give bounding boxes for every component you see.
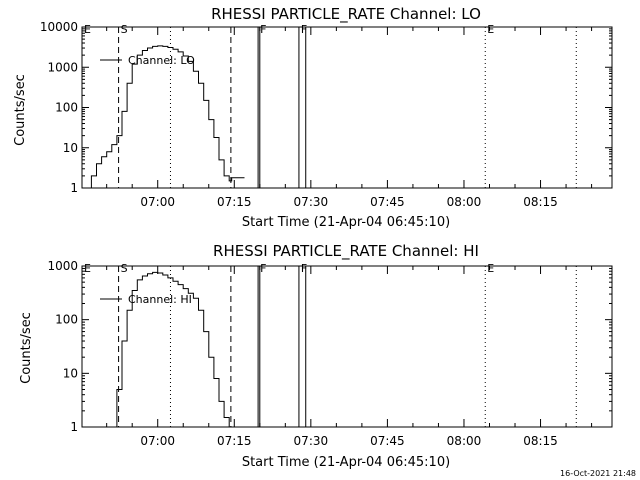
- y-tick-label: 100: [55, 313, 78, 327]
- y-tick-label: 10: [63, 366, 78, 380]
- x-tick-label: 07:30: [294, 195, 329, 209]
- event-marker-label: S: [121, 262, 128, 275]
- x-axis-label: Start Time (21-Apr-04 06:45:10): [242, 455, 450, 470]
- y-axis-label: Counts/sec: [19, 312, 34, 384]
- x-tick-label: 07:15: [217, 195, 252, 209]
- x-tick-label: 07:45: [370, 434, 405, 448]
- x-tick-label: 08:15: [523, 434, 558, 448]
- event-marker-label: E: [487, 23, 494, 36]
- legend-label: Channel: HI: [128, 293, 192, 306]
- chart-title: RHESSI PARTICLE_RATE Channel: LO: [211, 5, 481, 24]
- axes-frame: [81, 26, 613, 189]
- x-tick-label: 07:30: [294, 434, 329, 448]
- series-line: [111, 271, 230, 428]
- hi-channel-panel: RHESSI PARTICLE_RATE Channel: HI Start T…: [19, 242, 613, 470]
- x-axis-label: Start Time (21-Apr-04 06:45:10): [242, 215, 450, 230]
- y-tick-label: 1: [70, 420, 78, 434]
- event-marker-label: F: [301, 262, 307, 275]
- y-axis-label: Counts/sec: [13, 74, 28, 146]
- plot-area: E S F F E 1 10 100 1000 07:00 07:15 07:30 07:45 08:00…: [47, 259, 613, 448]
- x-tick-label: 08:00: [447, 434, 482, 448]
- event-marker-label: F: [260, 262, 266, 275]
- event-marker-label: E: [84, 23, 91, 36]
- y-tick-label: 1000: [47, 259, 78, 273]
- plot-area: E S F F E 1 10 100 1000 10000 07:00 07:15 07:30 07:45…: [40, 20, 613, 209]
- series-line: [88, 45, 245, 189]
- y-tick-label: 1: [70, 181, 78, 195]
- y-tick-label: 10000: [40, 20, 78, 34]
- x-tick-label: 07:15: [217, 434, 252, 448]
- event-marker-label: F: [260, 23, 266, 36]
- chart-title: RHESSI PARTICLE_RATE Channel: HI: [213, 242, 479, 261]
- y-tick-label: 10: [63, 141, 78, 155]
- x-tick-label: 08:15: [523, 195, 558, 209]
- x-tick-label: 07:45: [370, 195, 405, 209]
- event-marker-label: S: [121, 23, 128, 36]
- lo-channel-panel: RHESSI PARTICLE_RATE Channel: LO Start T…: [13, 5, 613, 230]
- x-tick-label: 07:00: [140, 195, 175, 209]
- y-tick-label: 1000: [47, 60, 78, 74]
- timestamp-stamp: 16-Oct-2021 21:48: [560, 469, 636, 478]
- y-tick-label: 100: [55, 101, 78, 115]
- x-tick-label: 08:00: [447, 195, 482, 209]
- event-marker-label: E: [487, 262, 494, 275]
- event-marker-label: E: [84, 262, 91, 275]
- axes-frame: [81, 265, 613, 428]
- event-marker-label: F: [301, 23, 307, 36]
- x-tick-label: 07:00: [140, 434, 175, 448]
- legend-label: Channel: LO: [128, 54, 195, 67]
